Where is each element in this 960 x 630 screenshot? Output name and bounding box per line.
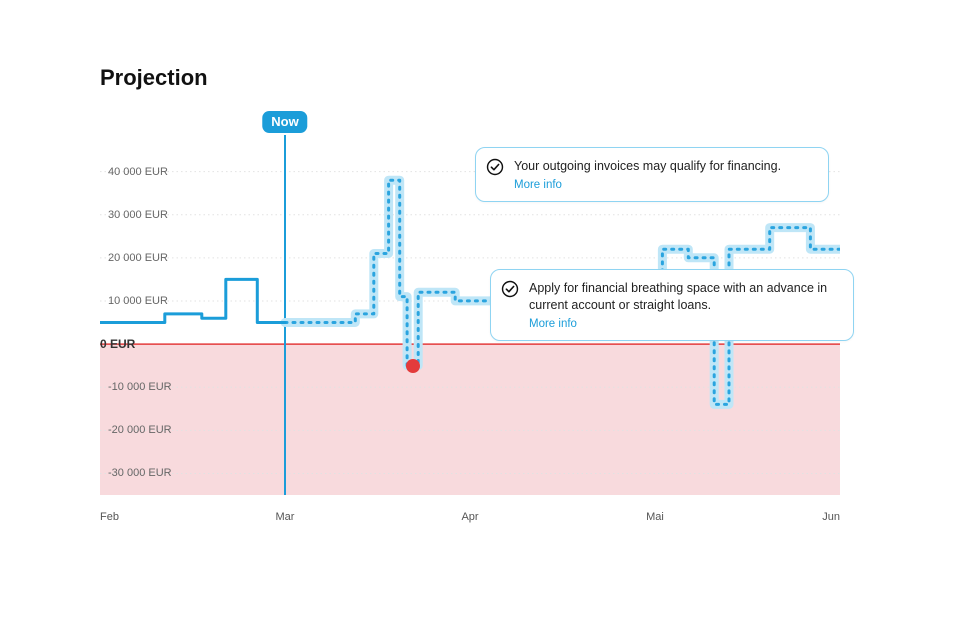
y-tick-label: -20 000 EUR — [108, 424, 172, 436]
x-tick-label: Mai — [646, 511, 664, 523]
y-tick-label: 10 000 EUR — [108, 295, 168, 307]
callout-link-more-info[interactable]: More info — [514, 179, 814, 191]
projection-chart: Now Your outgoing invoices may qualify f… — [100, 135, 840, 505]
callout-breathing-space: Apply for financial breathing space with… — [490, 269, 854, 341]
callout-text: Apply for financial breathing space with… — [529, 280, 839, 314]
callout-link-more-info[interactable]: More info — [529, 318, 839, 330]
callout-text: Your outgoing invoices may qualify for f… — [514, 158, 814, 175]
y-tick-label: 30 000 EUR — [108, 209, 168, 221]
y-tick-label: -10 000 EUR — [108, 381, 172, 393]
x-tick-label: Jun — [822, 511, 840, 523]
y-tick-label: 0 EUR — [100, 337, 135, 351]
x-tick-label: Feb — [100, 511, 119, 523]
check-circle-icon — [486, 158, 504, 176]
y-tick-label: 20 000 EUR — [108, 252, 168, 264]
callout-financing: Your outgoing invoices may qualify for f… — [475, 147, 829, 202]
now-badge: Now — [262, 111, 307, 133]
y-tick-label: 40 000 EUR — [108, 166, 168, 178]
now-badge-label: Now — [271, 114, 298, 129]
x-tick-label: Mar — [276, 511, 295, 523]
y-tick-label: -30 000 EUR — [108, 467, 172, 479]
x-tick-label: Apr — [461, 511, 478, 523]
check-circle-icon — [501, 280, 519, 298]
page-title: Projection — [100, 65, 208, 91]
negative-dip-marker — [406, 359, 420, 373]
